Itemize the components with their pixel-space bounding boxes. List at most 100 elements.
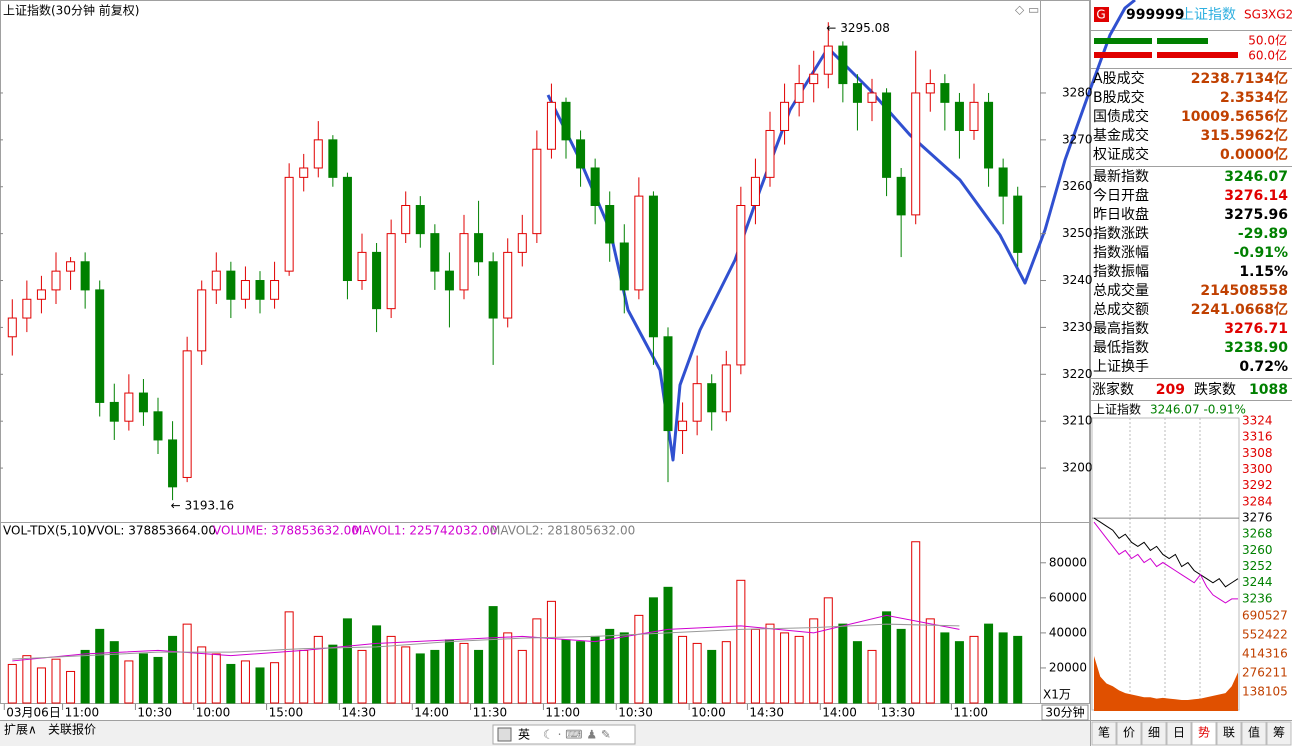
mini-y-tick: 3260: [1242, 543, 1273, 557]
bar: [1094, 38, 1152, 44]
quote-value: 3246.07: [1224, 169, 1288, 185]
candle-body: [503, 251, 513, 319]
quote-value: 3238.90: [1224, 340, 1288, 356]
tab[interactable]: 筹: [1273, 726, 1285, 740]
tab[interactable]: 值: [1248, 725, 1260, 740]
y-tick-label: 3210: [1062, 414, 1093, 428]
quote-label: 上证换手: [1093, 358, 1149, 375]
candle-body: [707, 383, 717, 413]
volume-bar: [80, 649, 90, 704]
tab-box[interactable]: [1191, 721, 1217, 746]
tab-box[interactable]: [1241, 721, 1267, 746]
volume-bar: [925, 618, 935, 704]
mini-y-tick: 3300: [1242, 462, 1273, 476]
x-tick-label: 10:00: [691, 706, 726, 720]
y-tick-label: 40000: [1049, 625, 1087, 639]
candle-body: [226, 270, 236, 300]
badge: G: [1096, 8, 1105, 22]
tab[interactable]: 日: [1173, 726, 1185, 740]
x-tick-label: 14:30: [341, 706, 376, 720]
candle-body: [80, 261, 90, 291]
quote-label: 最新指数: [1093, 169, 1149, 185]
volume-bar: [401, 646, 411, 704]
tab[interactable]: 扩展∧: [4, 723, 37, 737]
candle-body: [736, 204, 746, 366]
y-tick-label: 20000: [1049, 660, 1087, 674]
quote-label: 国债成交: [1093, 108, 1149, 125]
candle-body: [138, 392, 148, 413]
tab[interactable]: 细: [1148, 726, 1160, 740]
chart-title: 上证指数(30分钟 前复权): [3, 3, 139, 18]
mini-line: [1093, 521, 1238, 604]
candle-body: [51, 270, 61, 291]
candle-body: [721, 364, 731, 413]
candle-body: [678, 420, 688, 432]
quote-label: 权证成交: [1093, 146, 1149, 163]
y-tick-label: 3280: [1062, 85, 1093, 99]
quote-label: A股成交: [1093, 70, 1145, 87]
tab-box[interactable]: [1141, 721, 1167, 746]
volume-bar: [561, 639, 571, 704]
tab[interactable]: 联: [1223, 726, 1235, 740]
quote-value: 315.5962亿: [1200, 127, 1288, 144]
icon[interactable]: ◇ ▭: [1015, 3, 1039, 17]
tab[interactable]: 关联报价: [48, 722, 96, 737]
volume-bar: [328, 644, 338, 704]
toolbar-text[interactable]: 英: [518, 728, 530, 742]
volume-bar: [284, 611, 294, 704]
tab-box[interactable]: [1216, 721, 1242, 746]
quote-value: -0.91%: [1234, 245, 1288, 261]
volume-bar: [357, 649, 367, 704]
mini-v-tick: 690527: [1242, 608, 1288, 622]
icon[interactable]: [497, 727, 512, 742]
candle-body: [328, 139, 338, 178]
candle-body: [109, 401, 119, 422]
tab-box[interactable]: [1166, 721, 1192, 746]
candle-body: [459, 233, 469, 291]
y-tick-label: 3240: [1062, 273, 1093, 287]
candle-body: [590, 167, 600, 206]
tab-box[interactable]: [1091, 721, 1117, 746]
mini-y-tick: 3276: [1242, 511, 1273, 525]
breadth-label: 涨家数: [1092, 381, 1134, 398]
quote-label: B股成交: [1093, 89, 1145, 106]
x-tick-label: 11:30: [473, 706, 508, 720]
volume-bar: [444, 639, 454, 704]
volume-bar: [532, 618, 542, 704]
candle-body: [7, 317, 17, 338]
mini-subtitle: 3246.07 -0.91%: [1150, 403, 1246, 417]
candle-body: [823, 45, 833, 75]
bar-label: 60.0亿: [1248, 48, 1287, 63]
tab[interactable]: 价: [1123, 726, 1135, 740]
mavol2: MAVOL2: 281805632.00: [490, 524, 635, 538]
candle-body: [546, 101, 556, 150]
volume-bar: [794, 635, 804, 704]
mini-y-tick: 3284: [1242, 494, 1273, 508]
mini-y-tick: 3252: [1242, 559, 1273, 573]
icon[interactable]: ☾ · ⌨ ♟ ✎: [543, 728, 611, 742]
mavol-line: [12, 623, 960, 660]
volume-bar: [984, 623, 994, 704]
candle-body: [984, 101, 994, 169]
period-box[interactable]: [1041, 704, 1089, 721]
candle-body: [168, 439, 178, 488]
candle-body: [838, 45, 848, 85]
tab-box[interactable]: [1266, 721, 1292, 746]
candle-body: [66, 261, 76, 272]
candle-body: [882, 92, 892, 178]
tab[interactable]: 势: [1198, 726, 1210, 740]
volume-bar: [488, 606, 498, 704]
quote-label: 指数振幅: [1093, 264, 1149, 280]
volume-bar: [415, 653, 425, 704]
period[interactable]: 30分钟: [1045, 705, 1084, 720]
volume-bar: [823, 597, 833, 704]
mini-y-tick: 3244: [1242, 575, 1273, 589]
volume-bar: [707, 649, 717, 704]
candle-body: [255, 280, 265, 300]
tab-box[interactable]: [1116, 721, 1142, 746]
tab[interactable]: 笔: [1098, 725, 1110, 740]
volume-bar: [663, 586, 673, 704]
volume-bar: [313, 635, 323, 704]
volume-bar: [342, 618, 352, 704]
